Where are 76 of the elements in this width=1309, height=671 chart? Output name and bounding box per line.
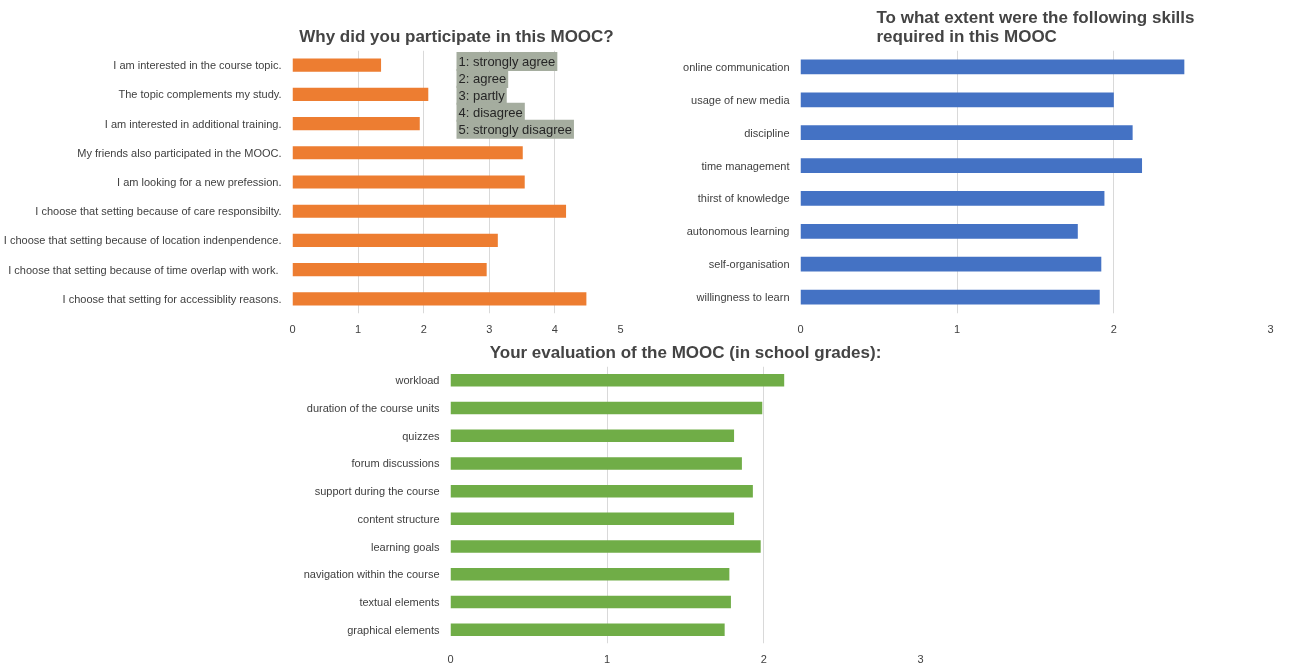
x-tick-label: 4 <box>551 322 558 335</box>
bar <box>292 87 429 101</box>
bar <box>800 223 1078 239</box>
annotation: 4: disagree <box>458 104 523 120</box>
y-tick-label: time management <box>701 159 790 172</box>
y-tick-label: I choose that setting because of time overlap with work. <box>8 263 279 276</box>
y-tick-label: content structure <box>357 512 440 525</box>
bar <box>450 484 753 498</box>
bar <box>292 204 567 218</box>
y-tick-label: online communication <box>683 60 790 73</box>
y-tick-label: I choose that setting for accessiblity reasons. <box>62 292 282 305</box>
y-tick-label: I choose that setting because of care responsibilty. <box>35 205 282 218</box>
annotation: 5: strongly disagree <box>458 121 572 137</box>
x-tick-label: 0 <box>289 322 296 335</box>
y-tick-label: workload <box>394 374 440 387</box>
bar <box>292 146 523 160</box>
bar <box>800 158 1143 173</box>
y-tick-label: graphical elements <box>347 623 440 636</box>
x-tick-label: 3 <box>486 322 493 335</box>
bar <box>800 256 1102 272</box>
bar <box>800 92 1114 108</box>
bar <box>450 623 725 636</box>
bar <box>450 429 735 442</box>
bar <box>450 568 730 581</box>
annotation: 3: partly <box>458 87 506 103</box>
annotation: 2: agree <box>458 70 507 86</box>
y-tick-label: I am interested in the course topic. <box>113 59 282 72</box>
bar <box>292 292 587 306</box>
y-tick-label: willingness to learn <box>695 291 790 304</box>
annotation: 1: strongly agree <box>458 53 556 69</box>
x-tick-label: 0 <box>447 652 454 665</box>
y-tick-label: forum discussions <box>351 457 440 470</box>
y-tick-label: The topic complements my study. <box>118 88 282 101</box>
y-tick-label: support during the course <box>314 485 440 498</box>
y-tick-label: self-organisation <box>708 258 790 271</box>
chart-title: To what extent were the following skills required in this MOOC <box>876 7 1195 46</box>
bar <box>292 116 420 131</box>
bar <box>450 457 742 470</box>
bar <box>800 59 1185 75</box>
y-tick-label: quizzes <box>402 429 440 442</box>
bar <box>450 540 761 553</box>
bar <box>450 595 731 609</box>
x-tick-label: 2 <box>420 322 427 335</box>
bar <box>292 233 498 248</box>
bar <box>292 175 525 189</box>
y-tick-label: learning goals <box>371 540 440 553</box>
y-tick-label: discipline <box>744 126 790 139</box>
bar <box>450 401 763 415</box>
y-tick-label: I choose that setting because of location indenpendence. <box>3 234 282 247</box>
bar <box>292 58 382 72</box>
y-tick-label: autonomous learning <box>686 225 790 238</box>
x-tick-label: 3 <box>1267 322 1274 335</box>
x-tick-label: 3 <box>917 652 924 665</box>
chart-title: Why did you participate in this MOOC? <box>299 26 614 46</box>
x-tick-label: 1 <box>355 322 362 335</box>
bar <box>800 125 1133 141</box>
x-tick-label: 0 <box>797 322 804 335</box>
bar <box>800 191 1105 206</box>
y-tick-label: My friends also participated in the MOOC. <box>77 146 282 159</box>
y-tick-label: I am interested in additional training. <box>104 117 282 130</box>
bar <box>800 289 1100 305</box>
y-tick-label: textual elements <box>359 595 440 608</box>
y-tick-label: usage of new media <box>691 93 791 106</box>
y-tick-label: navigation within the course <box>303 568 440 581</box>
x-tick-label: 1 <box>954 322 961 335</box>
bar <box>450 374 785 387</box>
x-tick-label: 2 <box>1110 322 1117 335</box>
x-tick-label: 1 <box>604 652 611 665</box>
y-tick-label: thirst of knowledge <box>697 192 790 205</box>
x-tick-label: 2 <box>760 652 767 665</box>
x-tick-label: 5 <box>617 322 624 335</box>
bar <box>292 263 487 277</box>
bar <box>450 512 735 526</box>
y-tick-label: duration of the course units <box>306 402 440 415</box>
chart-title: Your evaluation of the MOOC (in school grades): <box>489 342 882 362</box>
y-tick-label: I am looking for a new prefession. <box>117 176 282 188</box>
